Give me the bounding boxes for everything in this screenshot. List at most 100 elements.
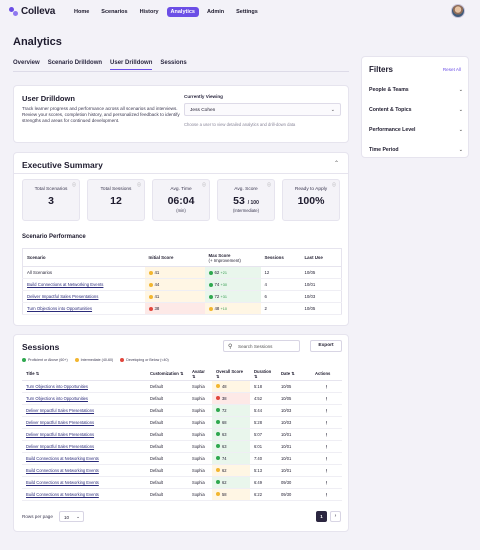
stat-value-number: 53: [233, 195, 245, 207]
scenario-name[interactable]: Deliver Impactful Sales Presentations: [22, 290, 145, 303]
session-title[interactable]: Build Connections at Networking Events: [22, 464, 146, 477]
session-title[interactable]: Deliver Impactful Sales Presentations: [22, 428, 146, 441]
avatar-name: Sophia: [188, 416, 212, 429]
col-title[interactable]: Title ⇅: [22, 368, 146, 381]
next-page-button[interactable]: ›: [330, 511, 341, 522]
col-title-label: Title: [26, 371, 35, 377]
scenario-performance-table: Scenario Initial Score Max Score (+ Impro…: [22, 248, 342, 315]
col-sessions: Sessions: [260, 248, 301, 267]
overall-score-value: 62: [222, 467, 227, 473]
more-actions-icon[interactable]: ⋮: [311, 392, 342, 405]
session-title[interactable]: Deliver Impactful Sales Presentations: [22, 440, 146, 453]
nav-settings[interactable]: Settings: [236, 9, 258, 15]
info-icon[interactable]: ⓘ: [332, 182, 336, 187]
col-date[interactable]: Date ⇅: [277, 368, 311, 381]
more-actions-icon[interactable]: ⋮: [311, 404, 342, 417]
score-dot-icon: [216, 492, 220, 497]
col-duration[interactable]: Duration ⇅: [250, 368, 277, 381]
logo[interactable]: Colleva: [9, 6, 55, 17]
user-drilldown-title: User Drilldown: [22, 94, 75, 103]
initial-score: 44: [144, 278, 205, 291]
more-actions-icon[interactable]: ⋮: [311, 428, 342, 441]
session-title[interactable]: Turn Objections into Opportunities: [22, 380, 146, 393]
collapse-chevron-icon[interactable]: ⌃: [333, 161, 339, 167]
more-actions-icon[interactable]: ⋮: [311, 476, 342, 489]
stat-label: Avg. Time: [170, 187, 192, 192]
nav-history[interactable]: History: [139, 9, 159, 15]
session-title[interactable]: Build Connections at Networking Events: [22, 476, 146, 489]
duration: 6:22: [250, 488, 277, 501]
red-dot-icon: [120, 358, 125, 363]
rows-per-page-select[interactable]: 10 ⌄: [59, 511, 84, 522]
session-title-link: Build Connections at Networking Events: [26, 479, 99, 485]
user-select[interactable]: Jess Cohen ⌄: [184, 103, 341, 116]
more-actions-icon[interactable]: ⋮: [311, 380, 342, 393]
duration: 7:40: [250, 452, 277, 465]
nav-scenarios[interactable]: Scenarios: [101, 9, 128, 15]
filter-time-period[interactable]: Time Period ⌄: [369, 147, 463, 153]
col-customization-label: Customization: [150, 371, 179, 377]
more-actions-icon[interactable]: ⋮: [311, 488, 342, 501]
tab-overview[interactable]: Overview: [13, 60, 40, 66]
yellow-dot-icon: [74, 358, 79, 363]
overall-score: 58: [212, 488, 250, 501]
tab-sessions[interactable]: Sessions: [160, 60, 187, 66]
legend-label: Intermediate (40-60): [80, 358, 114, 362]
user-avatar[interactable]: [451, 4, 465, 18]
score-dot-icon: [216, 444, 220, 449]
session-title[interactable]: Turn Objections into Opportunities: [22, 392, 146, 405]
rows-per-page-label: Rows per page: [22, 514, 53, 519]
col-customization[interactable]: Customization ⇅: [146, 368, 188, 381]
session-title[interactable]: Build Connections at Networking Events: [22, 452, 146, 465]
info-icon[interactable]: ⓘ: [202, 182, 206, 187]
stat-value: 3: [48, 195, 54, 207]
last-use: 10/01: [300, 278, 342, 291]
session-title[interactable]: Deliver Impactful Sales Presentations: [22, 416, 146, 429]
more-actions-icon[interactable]: ⋮: [311, 464, 342, 477]
scenario-name[interactable]: Turn Objections into Opportunities: [22, 302, 145, 315]
tab-scenario-drilldown[interactable]: Scenario Drilldown: [47, 60, 103, 66]
overall-score-value: 38: [222, 395, 227, 401]
col-avatar[interactable]: Avatar ⇅: [188, 368, 212, 381]
more-actions-icon[interactable]: ⋮: [311, 440, 342, 453]
table-row: Deliver Impactful Sales Presentations Def…: [22, 404, 342, 417]
avatar-name: Sophia: [188, 392, 212, 405]
more-actions-icon[interactable]: ⋮: [311, 416, 342, 429]
overall-score: 38: [212, 392, 250, 405]
nav-admin[interactable]: Admin: [207, 9, 225, 15]
col-date-label: Date: [281, 371, 291, 377]
customization: Default: [146, 464, 188, 477]
table-row: Build Connections at Networking Events De…: [22, 464, 342, 477]
table-row: Deliver Impactful Sales Presentations Def…: [22, 440, 342, 453]
avatar-name: Sophia: [188, 428, 212, 441]
nav-home[interactable]: Home: [74, 9, 90, 15]
filter-performance-level[interactable]: Performance Level ⌄: [369, 127, 463, 133]
filter-label: Time Period: [369, 147, 399, 153]
session-title[interactable]: Build Connections at Networking Events: [22, 488, 146, 501]
filter-content-topics[interactable]: Content & Topics ⌄: [369, 107, 463, 113]
stat-label: Total Sessions: [100, 187, 132, 192]
scenario-name[interactable]: Build Connections at Networking Events: [22, 278, 145, 291]
filter-people-teams[interactable]: People & Teams ⌄: [369, 87, 463, 93]
customization: Default: [146, 380, 188, 393]
session-title[interactable]: Deliver Impactful Sales Presentations: [22, 404, 146, 417]
search-input[interactable]: ⚲ Search Sessions: [223, 340, 300, 352]
info-icon[interactable]: ⓘ: [72, 182, 76, 187]
nav-analytics[interactable]: Analytics: [166, 7, 199, 17]
export-button[interactable]: Export: [310, 340, 342, 352]
info-icon[interactable]: ⓘ: [267, 182, 271, 187]
col-overall-score[interactable]: Overall Score ⇅: [212, 368, 250, 381]
date: 09/30: [277, 476, 311, 489]
max-score-value: 48: [214, 306, 220, 311]
stat-ready-to-apply: ⓘ Ready to Apply 100%: [282, 179, 340, 221]
tab-user-drilldown[interactable]: User Drilldown: [110, 60, 153, 70]
more-actions-icon[interactable]: ⋮: [311, 452, 342, 465]
page-1-button[interactable]: 1: [316, 511, 327, 522]
col-max-score: Max Score (+ Improvement): [204, 248, 261, 267]
max-score-value: 62: [214, 270, 220, 275]
col-duration-label: Duration: [254, 368, 272, 374]
reset-all-link[interactable]: Reset All: [442, 67, 461, 72]
table-row: Build Connections at Networking Events 44…: [22, 278, 342, 291]
legend-proficient: Proficient or Above (60+): [22, 358, 68, 363]
info-icon[interactable]: ⓘ: [137, 182, 141, 187]
